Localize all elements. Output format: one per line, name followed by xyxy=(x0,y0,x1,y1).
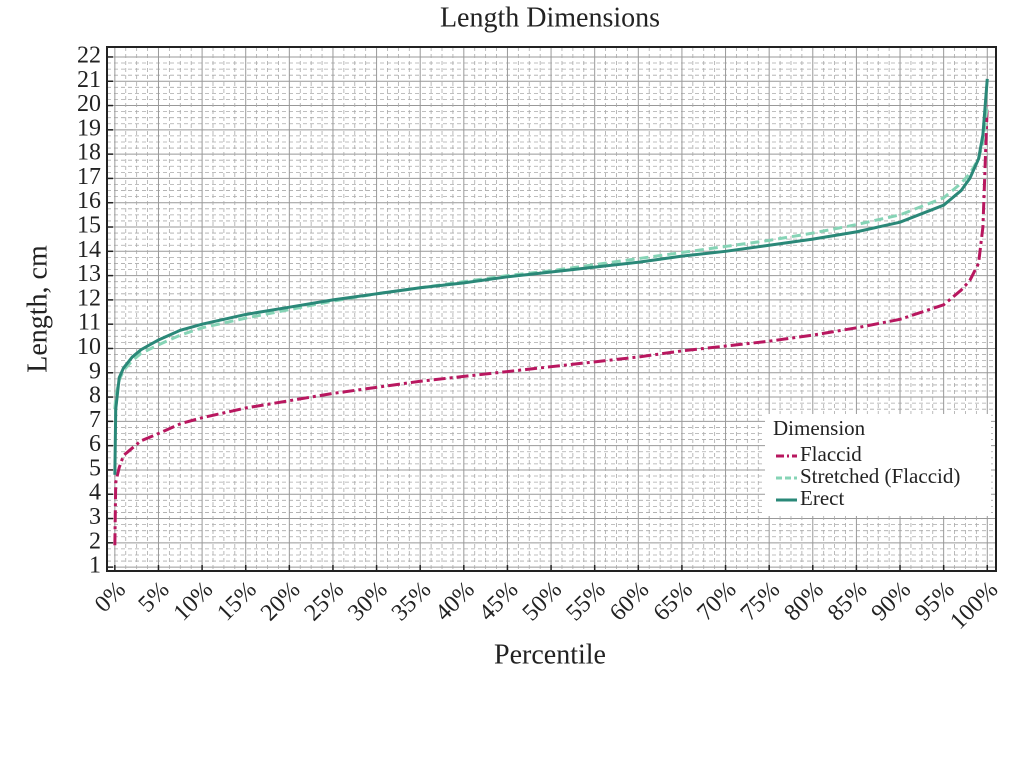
y-tick-label: 9 xyxy=(89,358,101,384)
x-tick-label: 50% xyxy=(518,577,568,627)
x-tick-label: 75% xyxy=(736,577,786,627)
y-tick-label: 19 xyxy=(77,115,101,141)
legend-title: Dimension xyxy=(773,416,866,440)
x-tick-label: 30% xyxy=(343,577,393,627)
x-tick-label: 5% xyxy=(134,577,175,618)
x-tick-label: 80% xyxy=(779,577,829,627)
y-tick-label: 22 xyxy=(77,42,101,68)
x-tick-label: 85% xyxy=(823,577,873,627)
series-line xyxy=(113,78,989,475)
y-tick-label: 14 xyxy=(77,237,101,263)
y-tick-label: 20 xyxy=(77,91,101,117)
y-tick-label: 21 xyxy=(77,67,101,93)
y-tick-label: 1 xyxy=(89,553,101,579)
x-tick-label: 20% xyxy=(256,577,306,627)
x-tick-label: 15% xyxy=(212,577,262,627)
legend-label: Flaccid xyxy=(800,442,862,466)
x-tick-label: 25% xyxy=(300,577,350,627)
y-tick-label: 16 xyxy=(77,188,101,214)
y-tick-label: 13 xyxy=(77,261,101,287)
y-tick-label: 6 xyxy=(89,431,101,457)
x-tick-label: 45% xyxy=(474,577,524,627)
y-tick-label: 11 xyxy=(78,310,101,336)
x-tick-label: 70% xyxy=(692,577,742,627)
y-tick-label: 5 xyxy=(89,455,101,481)
x-tick-label: 40% xyxy=(430,577,480,627)
y-tick-label: 18 xyxy=(77,140,101,166)
legend-box xyxy=(765,414,991,516)
y-tick-label: 2 xyxy=(89,528,101,554)
x-tick-label: 55% xyxy=(561,577,611,627)
y-tick-label: 4 xyxy=(89,480,101,506)
y-tick-label: 17 xyxy=(77,164,101,190)
series-line xyxy=(113,105,989,546)
y-tick-label: 12 xyxy=(77,285,101,311)
legend-label: Stretched (Flaccid) xyxy=(800,464,960,488)
x-tick-label: 60% xyxy=(605,577,655,627)
x-axis-label: Percentile xyxy=(494,639,606,670)
chart-title: Length Dimensions xyxy=(440,2,660,33)
legend-label: Erect xyxy=(800,486,844,510)
x-tick-label: 100% xyxy=(945,577,1003,635)
y-tick-label: 3 xyxy=(89,504,101,530)
y-tick-label: 7 xyxy=(89,407,101,433)
plot-frame xyxy=(106,46,997,572)
x-tick-label: 65% xyxy=(649,577,699,627)
y-axis-label: Length, cm xyxy=(22,245,53,373)
x-tick-label: 35% xyxy=(387,577,437,627)
y-tick-label: 8 xyxy=(89,383,101,409)
x-tick-label: 90% xyxy=(867,577,917,627)
x-tick-label: 10% xyxy=(169,577,219,627)
x-tick-label: 0% xyxy=(90,577,131,618)
y-tick-label: 10 xyxy=(77,334,101,360)
y-tick-label: 15 xyxy=(77,213,101,239)
